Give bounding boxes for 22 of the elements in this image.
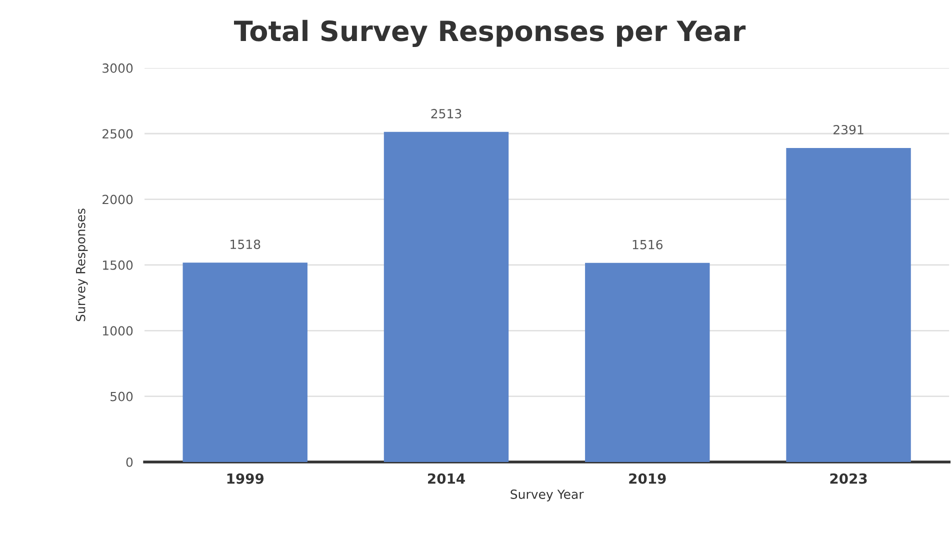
- data-label: 1518: [230, 240, 260, 250]
- y-tick-label: 3000: [102, 63, 133, 73]
- y-tick-label: 1500: [103, 260, 133, 270]
- y-tick-label: 2500: [102, 129, 133, 139]
- chart-title: Total Survey Responses per Year: [234, 20, 746, 47]
- y-tick-label: 0: [126, 457, 133, 467]
- y-tick-label: 2000: [102, 194, 133, 204]
- x-axis-title: Survey Year: [510, 490, 584, 502]
- x-tick-label: 1999: [227, 473, 264, 484]
- y-axis-title: Survey Responses: [76, 208, 88, 322]
- x-tick-label: 2023: [830, 473, 867, 484]
- bar: [786, 148, 911, 462]
- bar: [384, 132, 509, 462]
- y-tick-label: 1000: [103, 326, 133, 336]
- bar: [585, 262, 710, 462]
- y-tick-label: 500: [110, 392, 133, 402]
- data-label: 2513: [431, 108, 462, 118]
- x-tick-label: 2019: [629, 473, 666, 484]
- data-label: 1516: [632, 240, 663, 250]
- bar: [182, 262, 308, 462]
- x-tick-label: 2014: [428, 473, 465, 484]
- data-label: 2391: [834, 124, 864, 134]
